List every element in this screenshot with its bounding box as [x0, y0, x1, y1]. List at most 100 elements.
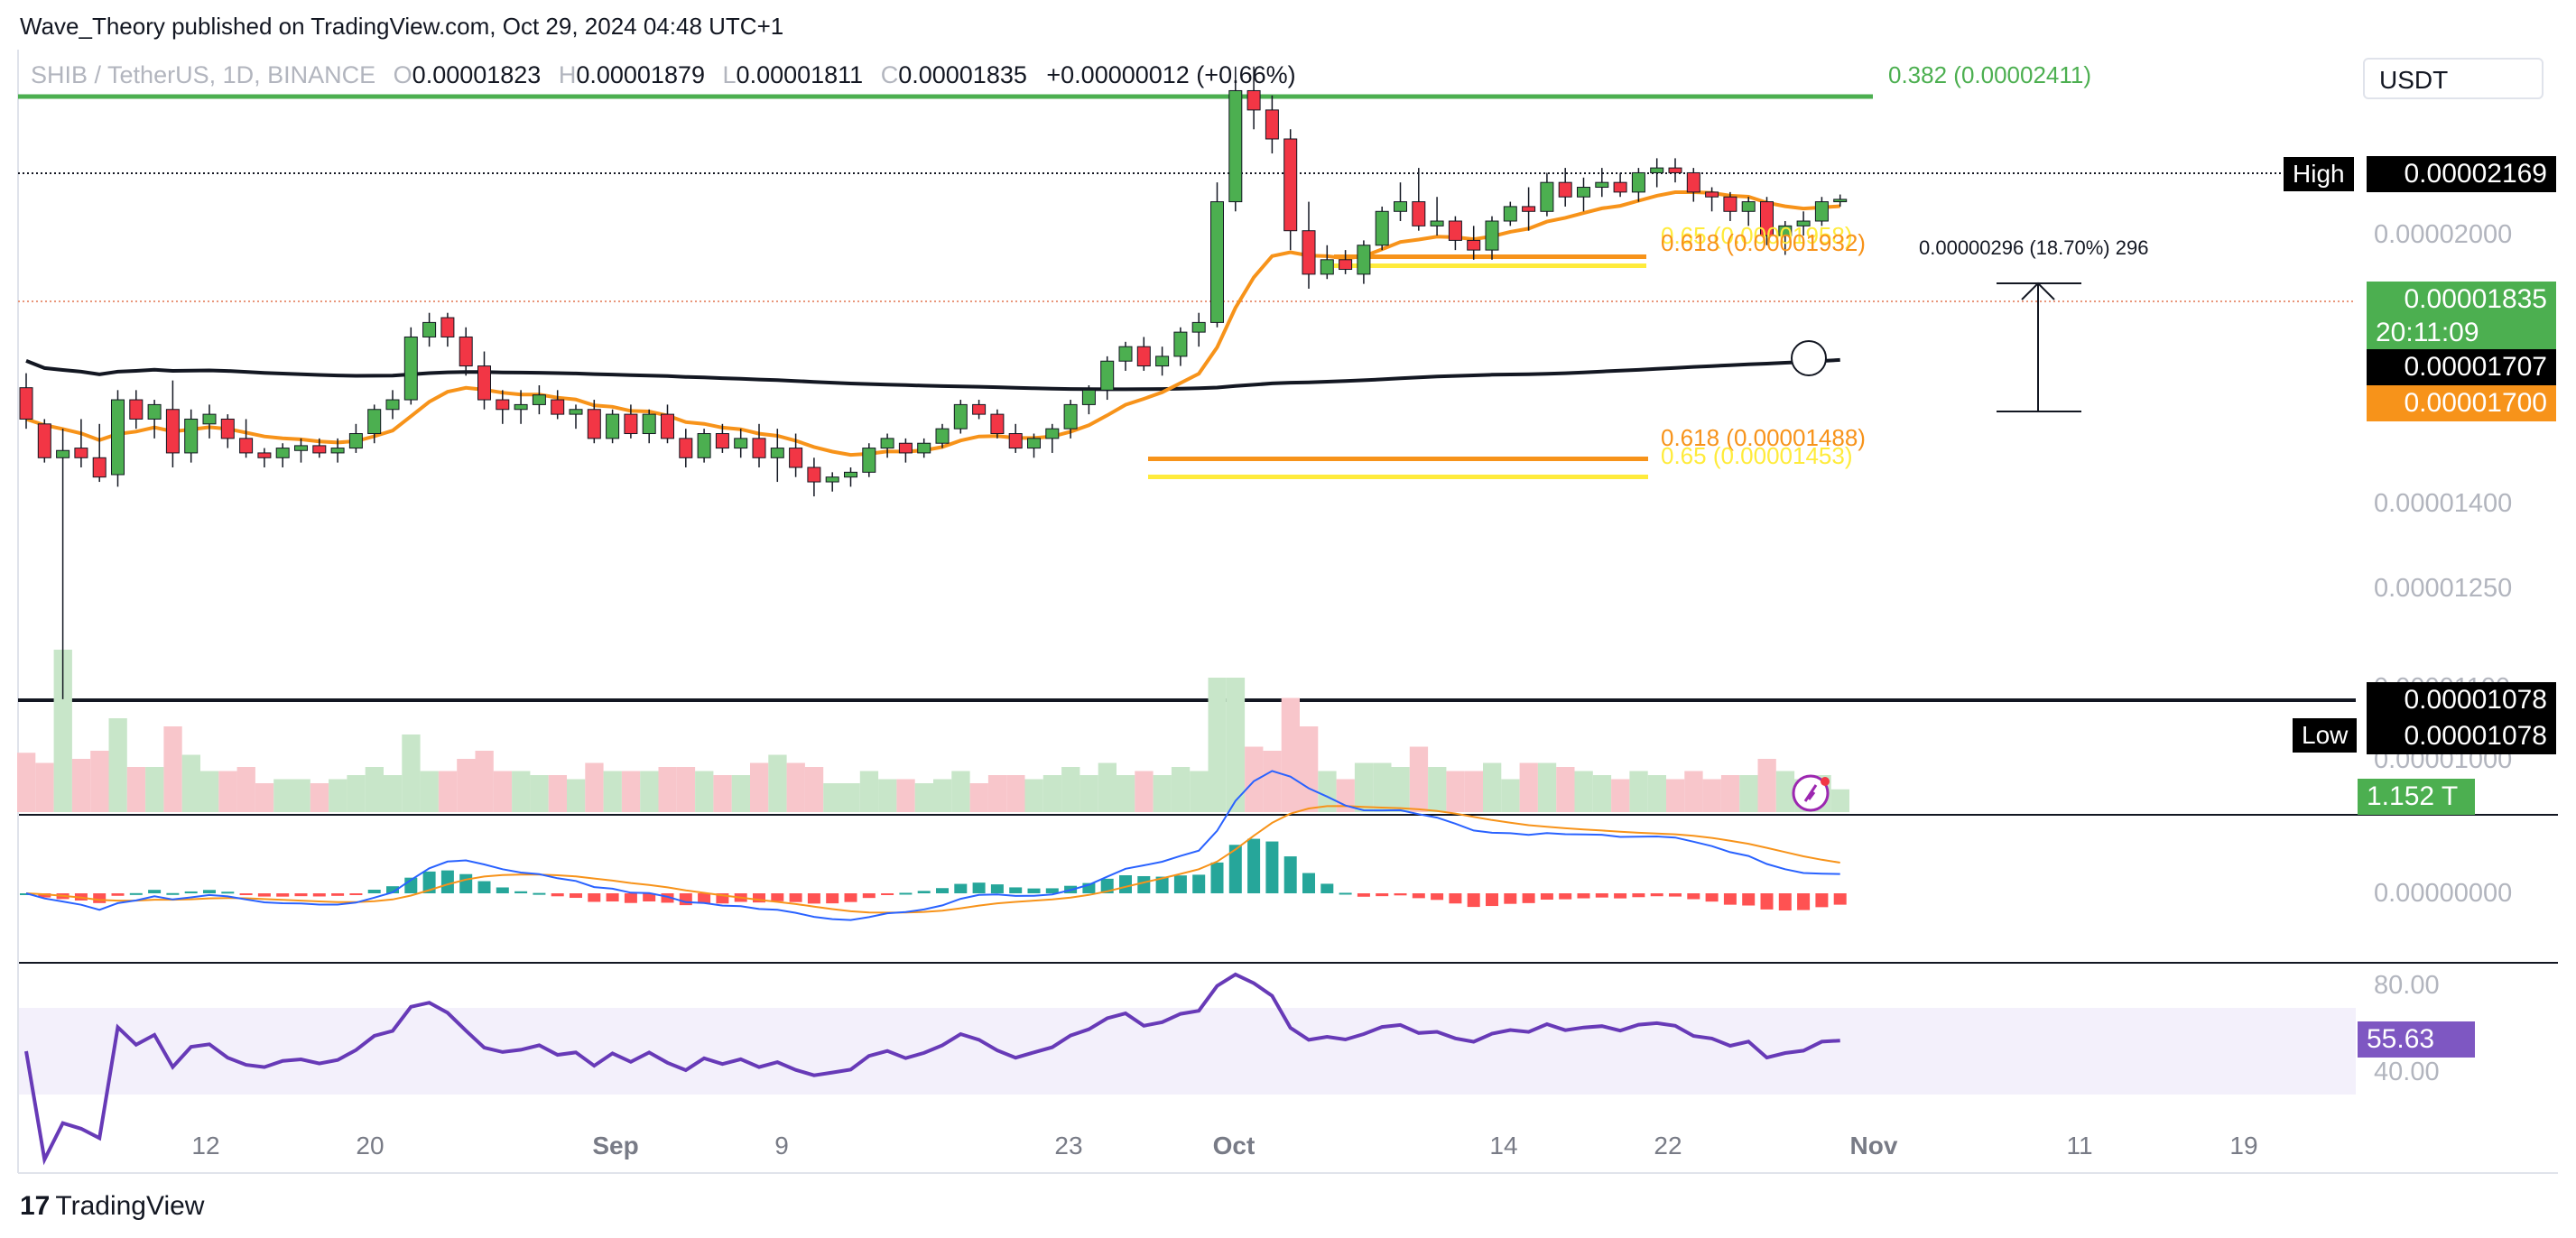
- candle-body: [752, 438, 766, 458]
- macd-bar: [1027, 888, 1041, 893]
- macd-bar: [1449, 893, 1462, 904]
- candle-body: [422, 321, 437, 337]
- fib-top-label: 0.382 (0.00002411): [1888, 61, 2092, 88]
- high-value: 0.00001879: [576, 61, 705, 88]
- macd-bar: [533, 892, 546, 895]
- candle-body: [917, 442, 931, 454]
- volume-histogram: [17, 650, 1849, 812]
- candle-body: [1265, 109, 1279, 140]
- candle-body: [1686, 171, 1700, 193]
- candle-body: [1339, 259, 1353, 271]
- candle-body: [56, 449, 70, 458]
- candle-body: [1283, 138, 1298, 232]
- candle-body: [1412, 201, 1426, 226]
- macd-bar: [1687, 893, 1700, 900]
- rsi-upper-label: 80.00: [2374, 971, 2440, 1000]
- macd-bar: [221, 892, 235, 894]
- candle-body: [367, 409, 382, 435]
- volume-bar: [1190, 771, 1209, 812]
- volume-bar: [1080, 775, 1098, 812]
- macd-bar: [1082, 882, 1096, 893]
- macd-bar: [1283, 856, 1297, 893]
- volume-bar: [1354, 762, 1374, 812]
- volume-bar: [347, 775, 366, 812]
- volume-bar: [1135, 771, 1154, 812]
- volume-bar: [1263, 751, 1282, 812]
- candle-body: [935, 428, 950, 444]
- volume-bar: [163, 726, 182, 812]
- macd-bar: [111, 893, 125, 896]
- candle-body: [1210, 201, 1224, 323]
- candle-body: [514, 403, 528, 411]
- price-tick-2: 0.00001400: [2374, 489, 2513, 518]
- close-label: C: [880, 61, 899, 88]
- tradingview-logo[interactable]: 17 TradingView: [20, 1191, 204, 1222]
- macd-bar: [184, 891, 198, 893]
- candle-body: [1650, 167, 1664, 173]
- volume-bar: [53, 650, 72, 812]
- macd-bar: [1228, 845, 1242, 893]
- candle-body: [1136, 346, 1151, 367]
- symbol-name[interactable]: SHIB / TetherUS, 1D, BINANCE: [31, 61, 376, 88]
- volume-bar: [896, 779, 915, 812]
- candle-body: [679, 438, 693, 458]
- macd-bar: [1173, 875, 1187, 893]
- candle-body: [1063, 403, 1078, 430]
- candle-body: [37, 423, 51, 458]
- ema50-line: [25, 190, 1840, 457]
- macd-bar: [807, 893, 820, 904]
- candle-body: [1760, 201, 1774, 236]
- fib-mid-b-label: 0.65 (0.00001958): [1661, 222, 1853, 249]
- candle-body: [1357, 245, 1371, 275]
- macd-bar: [1339, 892, 1352, 895]
- rsi-lower-label: 40.00: [2374, 1058, 2440, 1086]
- volume-bar: [1042, 775, 1062, 812]
- macd-bar: [1595, 893, 1608, 898]
- candle-body: [1833, 199, 1848, 203]
- macd-bar: [148, 890, 162, 893]
- macd-bar: [1559, 893, 1572, 900]
- macd-bar: [990, 884, 1004, 893]
- candle-body: [990, 413, 1005, 435]
- candle-body: [294, 445, 308, 451]
- price-tick-1: 0.00002000: [2374, 220, 2513, 249]
- currency-selector[interactable]: USDT: [2363, 58, 2544, 99]
- time-tick-14: 14: [1489, 1132, 1518, 1159]
- volume-bar: [1684, 771, 1703, 812]
- volume-bar: [1208, 678, 1227, 812]
- volume-bar: [1391, 767, 1410, 812]
- volume-bar: [1300, 726, 1319, 812]
- candle-body: [1577, 187, 1590, 198]
- candle-body: [1228, 89, 1243, 203]
- macd-bar: [899, 892, 913, 895]
- ema50-badge: 0.00001700: [2367, 385, 2556, 421]
- candle-body: [1320, 259, 1334, 275]
- macd-bar: [1320, 883, 1334, 893]
- candle-body: [1375, 210, 1389, 246]
- candle-body: [19, 387, 33, 420]
- indicator-logo-icon[interactable]: [1792, 774, 1830, 812]
- high-label: H: [558, 61, 577, 88]
- macd-bar: [239, 893, 253, 895]
- macd-bar: [93, 893, 107, 903]
- macd-bar: [1431, 893, 1444, 901]
- candle-body: [275, 448, 290, 458]
- volume-bar: [108, 718, 127, 812]
- volume-bar: [218, 771, 237, 812]
- candle-body: [1173, 331, 1188, 357]
- macd-bar: [1833, 893, 1847, 905]
- candle-body: [184, 418, 199, 454]
- volume-bar: [1702, 779, 1721, 812]
- macd-bar: [1155, 876, 1169, 893]
- volume-bar: [71, 759, 91, 812]
- volume-bar: [548, 775, 567, 812]
- fib-zone-upper-yellow: [1334, 263, 1646, 268]
- open-value: 0.00001823: [412, 61, 542, 88]
- macd-bar: [570, 893, 582, 899]
- volume-bar: [987, 775, 1007, 812]
- price-tick-3: 0.00001250: [2374, 574, 2513, 603]
- candle-body: [92, 457, 107, 478]
- macd-bar: [954, 883, 968, 893]
- candle-body: [220, 418, 235, 439]
